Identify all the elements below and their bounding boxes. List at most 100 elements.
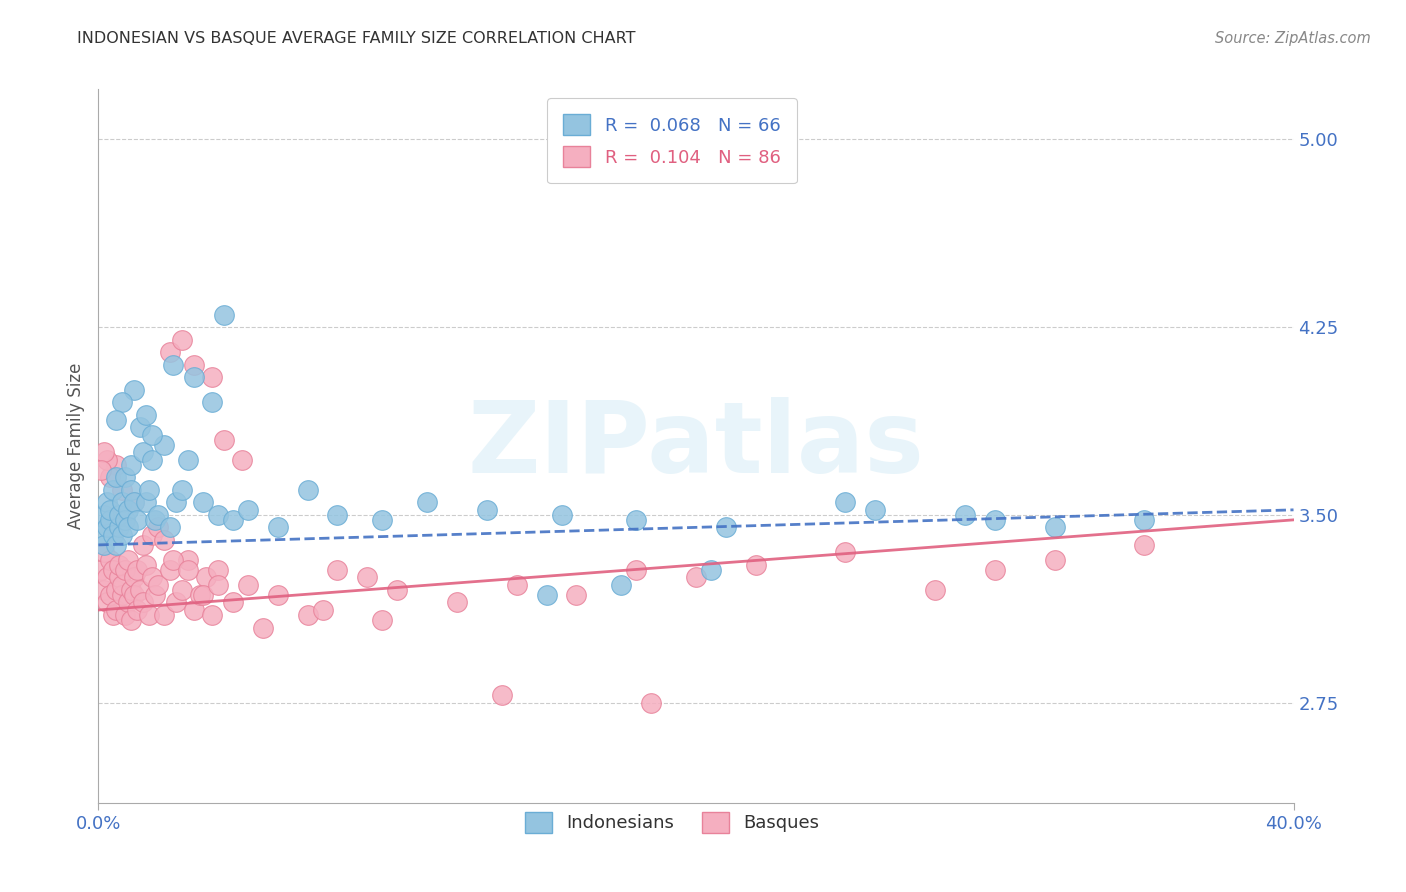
Point bbox=[111, 395, 134, 409]
Point bbox=[111, 528, 134, 542]
Point bbox=[1133, 538, 1156, 552]
Point bbox=[141, 452, 163, 467]
Point bbox=[700, 563, 723, 577]
Point bbox=[105, 470, 128, 484]
Point bbox=[114, 513, 136, 527]
Point bbox=[491, 688, 513, 702]
Point bbox=[267, 520, 290, 534]
Point bbox=[98, 553, 122, 567]
Point bbox=[124, 383, 146, 397]
Point bbox=[162, 358, 184, 372]
Point bbox=[201, 395, 224, 409]
Point bbox=[105, 538, 128, 552]
Point bbox=[103, 607, 125, 622]
Point bbox=[506, 578, 529, 592]
Point bbox=[165, 595, 187, 609]
Point bbox=[1043, 553, 1066, 567]
Point bbox=[93, 582, 115, 597]
Point bbox=[183, 370, 205, 384]
Point bbox=[96, 520, 118, 534]
Point bbox=[108, 520, 131, 534]
Point bbox=[177, 563, 200, 577]
Point bbox=[207, 563, 229, 577]
Point bbox=[446, 595, 468, 609]
Point bbox=[177, 553, 200, 567]
Point bbox=[188, 588, 211, 602]
Point bbox=[141, 570, 163, 584]
Point bbox=[191, 588, 214, 602]
Point bbox=[626, 563, 648, 577]
Point bbox=[120, 458, 142, 472]
Point bbox=[127, 603, 149, 617]
Point bbox=[120, 483, 142, 497]
Point bbox=[1133, 513, 1156, 527]
Point bbox=[90, 563, 112, 577]
Point bbox=[117, 503, 139, 517]
Point bbox=[143, 588, 166, 602]
Point bbox=[626, 513, 648, 527]
Point bbox=[236, 578, 259, 592]
Point bbox=[953, 508, 976, 522]
Point bbox=[129, 420, 152, 434]
Point bbox=[138, 483, 160, 497]
Point bbox=[371, 513, 394, 527]
Point bbox=[153, 607, 176, 622]
Point bbox=[177, 452, 200, 467]
Point bbox=[1043, 520, 1066, 534]
Point bbox=[834, 495, 856, 509]
Point bbox=[207, 508, 229, 522]
Point bbox=[98, 513, 122, 527]
Point bbox=[159, 345, 181, 359]
Point bbox=[212, 308, 235, 322]
Point bbox=[191, 495, 214, 509]
Point bbox=[114, 563, 136, 577]
Point bbox=[103, 563, 125, 577]
Point bbox=[153, 438, 176, 452]
Point bbox=[135, 558, 157, 572]
Point bbox=[90, 463, 112, 477]
Point bbox=[96, 495, 118, 509]
Point bbox=[114, 470, 136, 484]
Point bbox=[231, 452, 253, 467]
Point bbox=[475, 503, 498, 517]
Point bbox=[120, 582, 142, 597]
Point bbox=[135, 495, 157, 509]
Point bbox=[252, 621, 274, 635]
Point bbox=[222, 513, 245, 527]
Point bbox=[984, 513, 1007, 527]
Point bbox=[536, 588, 558, 602]
Point bbox=[93, 545, 115, 559]
Point bbox=[105, 458, 128, 472]
Point bbox=[267, 588, 290, 602]
Legend: Indonesians, Basques: Indonesians, Basques bbox=[510, 797, 834, 847]
Point bbox=[93, 538, 115, 552]
Point bbox=[129, 582, 152, 597]
Point bbox=[610, 578, 633, 592]
Point bbox=[865, 503, 887, 517]
Point bbox=[201, 370, 224, 384]
Point bbox=[96, 595, 118, 609]
Point bbox=[834, 545, 856, 559]
Point bbox=[124, 588, 146, 602]
Point bbox=[183, 603, 205, 617]
Point bbox=[172, 582, 194, 597]
Point bbox=[111, 495, 134, 509]
Point bbox=[148, 578, 170, 592]
Point bbox=[385, 582, 409, 597]
Text: INDONESIAN VS BASQUE AVERAGE FAMILY SIZE CORRELATION CHART: INDONESIAN VS BASQUE AVERAGE FAMILY SIZE… bbox=[77, 31, 636, 46]
Point bbox=[326, 508, 349, 522]
Point bbox=[371, 613, 394, 627]
Point bbox=[984, 563, 1007, 577]
Point bbox=[685, 570, 707, 584]
Point bbox=[141, 427, 163, 442]
Point bbox=[138, 607, 160, 622]
Point bbox=[132, 445, 155, 459]
Point bbox=[356, 570, 378, 584]
Point bbox=[124, 570, 146, 584]
Point bbox=[114, 607, 136, 622]
Point bbox=[96, 452, 118, 467]
Point bbox=[297, 483, 319, 497]
Point bbox=[98, 470, 122, 484]
Point bbox=[148, 508, 170, 522]
Point bbox=[132, 538, 155, 552]
